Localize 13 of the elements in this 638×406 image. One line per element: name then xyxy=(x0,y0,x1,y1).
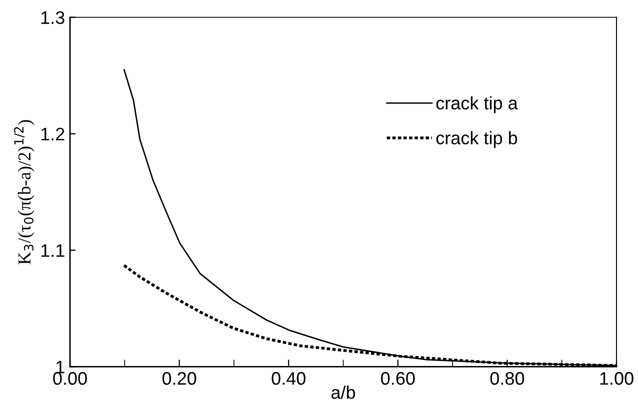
x-tick-label: 0.00 xyxy=(53,372,87,385)
x-tick-label: 0.80 xyxy=(490,372,524,385)
y-tick-label: 1.1 xyxy=(41,244,64,257)
x-tick-label: 1.00 xyxy=(600,372,634,385)
y-tick-label: 1.3 xyxy=(41,11,64,24)
y-axis-title: K$_{3}$/(τ$_{0}$(π(b-a)/2)$^{1/2}$) xyxy=(14,120,34,264)
x-tick-label: 0.40 xyxy=(272,372,306,385)
x-axis-title: a/b xyxy=(331,386,356,399)
legend-label: crack tip a xyxy=(436,96,518,114)
legend-label: crack tip b xyxy=(436,131,518,148)
y-tick-label: 1.2 xyxy=(41,128,64,140)
x-tick-label: 0.60 xyxy=(381,372,415,385)
x-tick-label: 0.20 xyxy=(162,372,196,385)
